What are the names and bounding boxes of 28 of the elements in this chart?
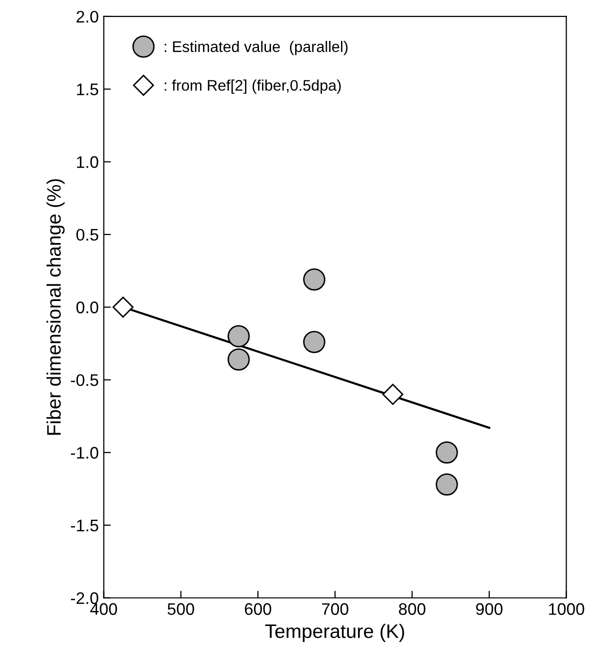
x-tick-label: 900 xyxy=(476,603,502,615)
x-axis-title: Temperature (K) xyxy=(265,624,404,642)
legend-label: : from Ref[2] (fiber,0.5dpa) xyxy=(164,80,341,94)
y-tick-label: -0.5 xyxy=(70,374,98,386)
point xyxy=(382,384,404,405)
y-tick-label: -1.0 xyxy=(70,446,98,459)
y-tick-label: 1.0 xyxy=(77,156,98,168)
point xyxy=(436,473,458,496)
y-tick-label: 2.0 xyxy=(76,10,98,23)
point xyxy=(228,348,250,371)
y-tick-label: -2.0 xyxy=(70,592,98,604)
x-tick-label: 600 xyxy=(244,603,272,615)
x-tick-label: 500 xyxy=(168,603,194,615)
x-tick-label: 400 xyxy=(90,603,118,615)
y-tick-label: 0.5 xyxy=(76,228,98,241)
y-tick-label: 1.5 xyxy=(77,84,98,96)
x-tick-label: 700 xyxy=(322,603,348,615)
point xyxy=(303,330,326,354)
point xyxy=(112,296,134,318)
point xyxy=(228,325,250,348)
x-tick-label: 800 xyxy=(398,603,426,615)
y-tick-label: -1.5 xyxy=(70,520,98,532)
legend-label: : Estimated value (parallel) xyxy=(164,40,348,56)
point xyxy=(303,268,326,291)
x-tick-label: 1000 xyxy=(549,603,584,615)
y-tick-label: 0.0 xyxy=(76,302,98,314)
point xyxy=(436,441,458,464)
y-axis-title: Fiber dimensional change (%) xyxy=(46,179,65,435)
